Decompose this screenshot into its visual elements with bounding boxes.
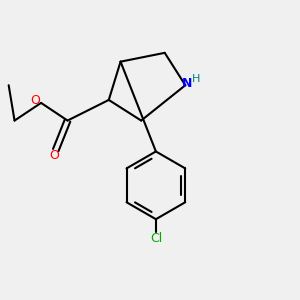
Text: O: O xyxy=(30,94,40,107)
Text: H: H xyxy=(192,74,201,84)
Text: N: N xyxy=(182,77,192,90)
Text: Cl: Cl xyxy=(150,232,162,245)
Text: O: O xyxy=(50,149,59,162)
